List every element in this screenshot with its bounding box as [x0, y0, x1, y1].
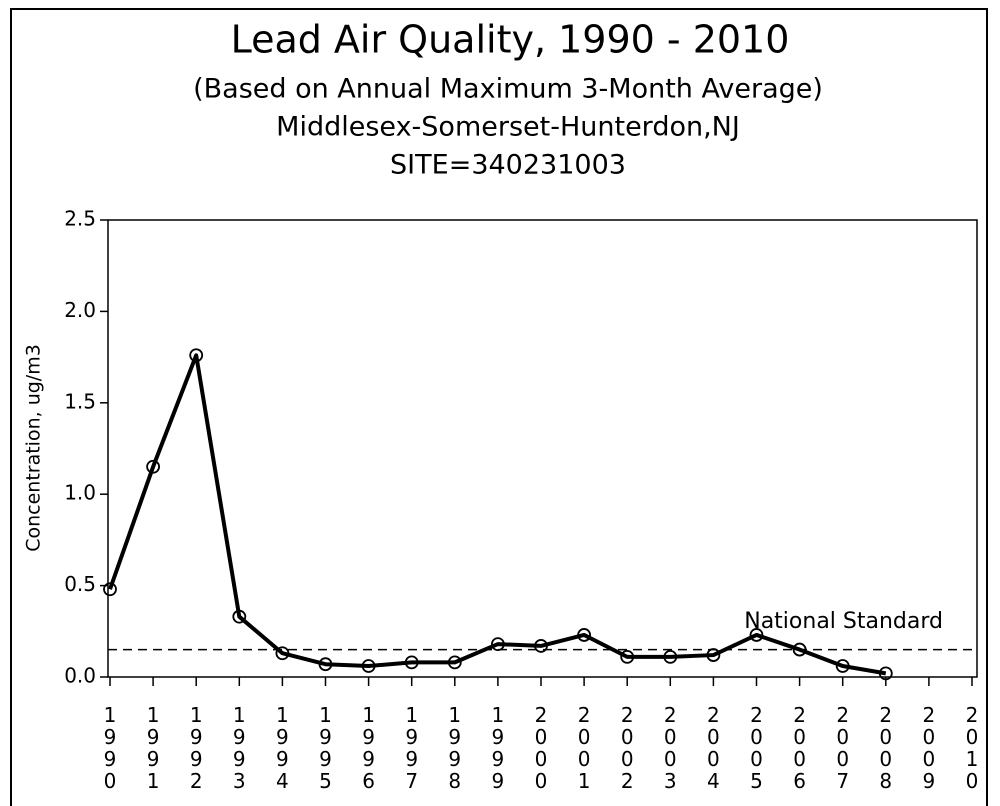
data-point	[620, 649, 635, 664]
data-point	[534, 639, 548, 653]
plot-area	[107, 219, 978, 678]
data-point	[189, 348, 204, 363]
x-tick-label: 2000	[534, 703, 548, 793]
data-point	[835, 659, 850, 673]
data-point	[146, 459, 161, 474]
y-axis-label: Concentration, ug/m3	[23, 344, 45, 552]
chart-title: Lead Air Quality, 1990 - 2010	[231, 18, 790, 62]
x-tick-label: 1999	[491, 703, 505, 793]
y-tick-label: 2.0	[64, 298, 96, 322]
data-point	[275, 646, 290, 661]
reference-label: National Standard	[744, 609, 943, 634]
x-tick-label: 1992	[189, 703, 203, 793]
chart-subtitle: Middlesex-Somerset-Hunterdon,NJ	[276, 112, 740, 143]
x-tick-label: 2003	[663, 703, 677, 793]
y-tick-label: 1.5	[64, 389, 96, 413]
data-point	[706, 648, 721, 662]
y-tick-label: 0.0	[64, 664, 96, 688]
x-tick-label: 2007	[836, 703, 850, 793]
x-tick-label: 2008	[879, 703, 893, 793]
data-point	[577, 628, 591, 642]
data-point	[447, 655, 462, 670]
y-tick-label: 0.5	[64, 572, 96, 596]
frame	[10, 8, 988, 806]
data-point	[318, 657, 333, 672]
data-point	[878, 666, 893, 681]
x-tick-label: 1994	[276, 703, 289, 793]
x-tick-label: 1996	[362, 703, 375, 793]
data-point	[103, 582, 117, 597]
x-tick-label: 1997	[405, 703, 419, 793]
x-tick-label: 1998	[448, 703, 462, 793]
x-tick-label: 2009	[922, 703, 936, 793]
x-tick-label: 2002	[620, 703, 634, 793]
data-point	[404, 655, 419, 670]
y-tick-label: 2.5	[64, 207, 96, 231]
data-point	[792, 642, 807, 657]
chart-subtitle: (Based on Annual Maximum 3-Month Average…	[193, 74, 823, 105]
x-tick-label: 2010	[965, 703, 979, 793]
x-tick-label: 2005	[750, 703, 763, 793]
data-point	[361, 659, 376, 673]
data-point	[663, 649, 678, 664]
x-tick-label: 2004	[707, 703, 720, 793]
x-tick-label: 2006	[793, 703, 806, 793]
data-point	[490, 637, 505, 651]
x-tick-label: 1991	[146, 703, 160, 793]
chart-subtitle: SITE=340231003	[390, 150, 626, 181]
data-point	[232, 609, 247, 624]
series-line	[108, 353, 887, 676]
x-tick-label: 1993	[232, 703, 246, 793]
data-point	[749, 628, 764, 642]
x-tick-label: 1995	[319, 703, 332, 793]
x-tick-label: 1990	[103, 703, 117, 793]
y-tick-label: 1.0	[64, 481, 96, 505]
x-tick-label: 2001	[577, 703, 591, 793]
